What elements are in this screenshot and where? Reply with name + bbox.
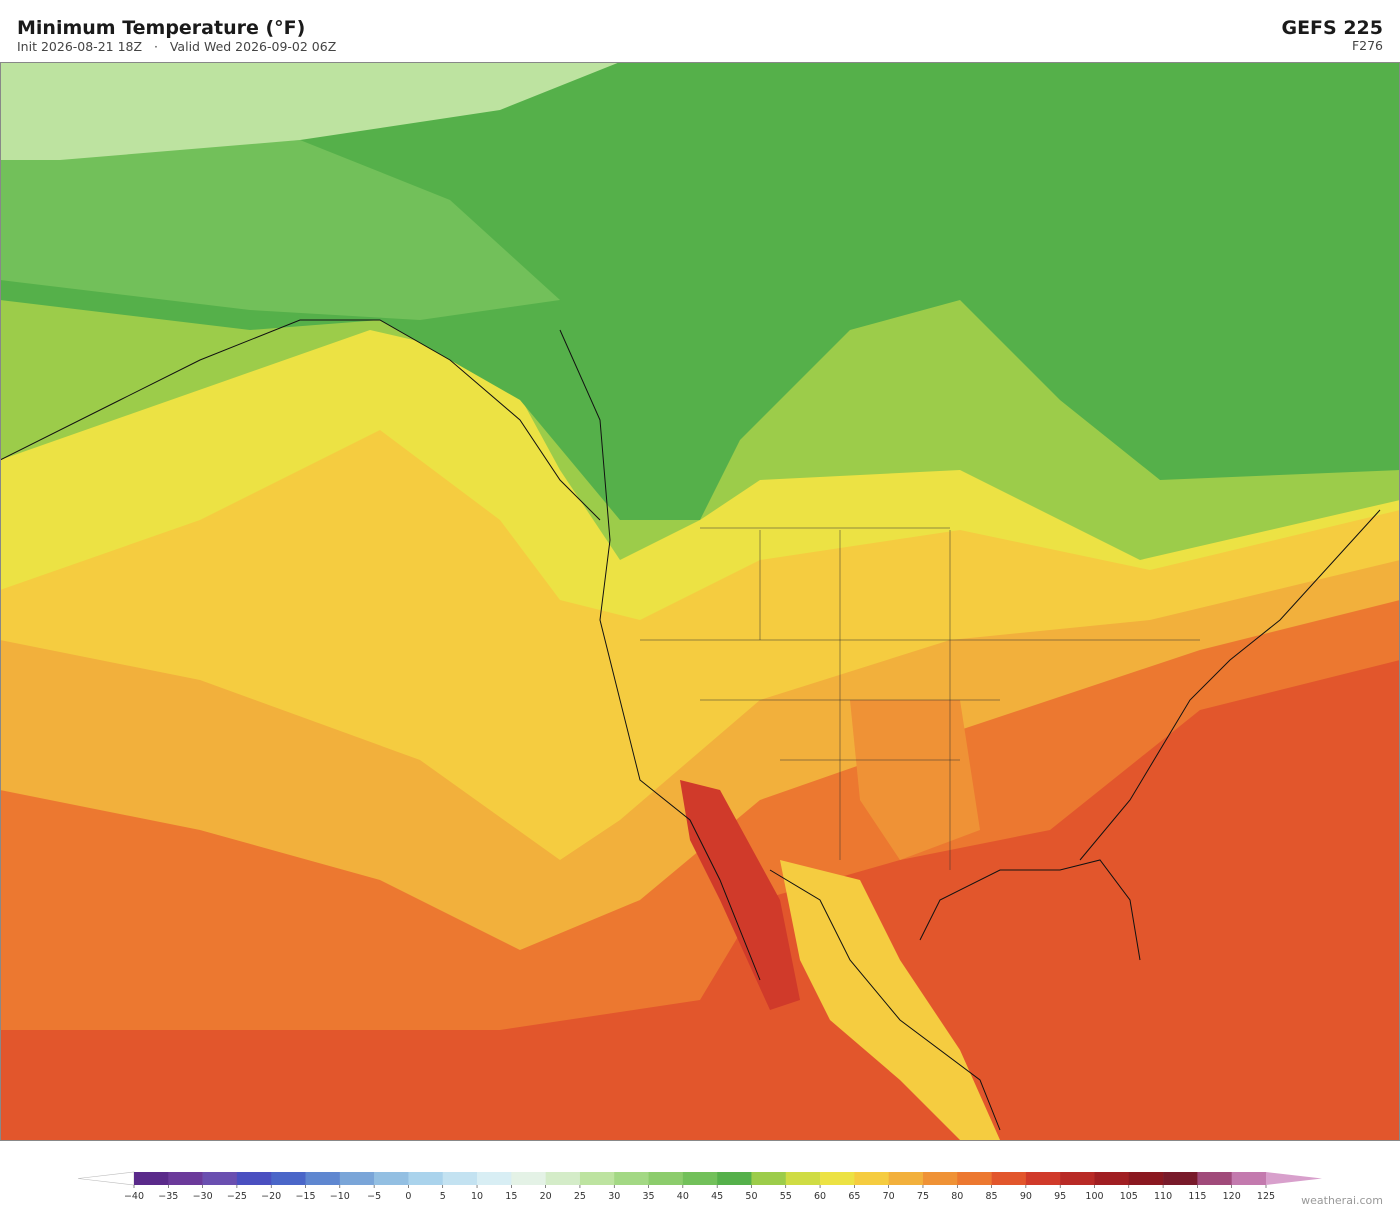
colorbar-tick-label: 70 bbox=[883, 1191, 895, 1202]
colorbar-tick-label: 45 bbox=[711, 1191, 723, 1202]
colorbar-segment bbox=[682, 1172, 718, 1185]
colorbar-segment bbox=[442, 1172, 478, 1185]
colorbar-segment bbox=[785, 1172, 821, 1185]
map-subtitle: Init 2026-08-21 18Z · Valid Wed 2026-09-… bbox=[17, 39, 336, 54]
colorbar-tick-label: 35 bbox=[642, 1191, 654, 1202]
colorbar-segment bbox=[477, 1172, 512, 1185]
map-field bbox=[0, 62, 1400, 1141]
colorbar-tick-label: −10 bbox=[330, 1191, 350, 1202]
colorbar-tick-label: −20 bbox=[261, 1191, 281, 1202]
forecast-hour: F276 bbox=[1352, 38, 1383, 53]
colorbar-tick-label: 100 bbox=[1085, 1191, 1103, 1202]
colorbar-segment bbox=[408, 1172, 444, 1185]
colorbar-segment bbox=[579, 1172, 615, 1185]
colorbar-segment bbox=[1060, 1172, 1095, 1185]
colorbar-over bbox=[1266, 1172, 1322, 1185]
colorbar-segment bbox=[134, 1172, 169, 1185]
map-title: Minimum Temperature (°F) bbox=[17, 17, 305, 39]
colorbar-segment bbox=[717, 1172, 752, 1185]
colorbar-tick-label: 80 bbox=[951, 1191, 963, 1202]
colorbar-tick-label: 95 bbox=[1054, 1191, 1066, 1202]
colorbar-segment bbox=[614, 1172, 649, 1185]
colorbar-segment bbox=[236, 1172, 272, 1185]
colorbar-segment bbox=[648, 1172, 684, 1185]
colorbar-segment bbox=[202, 1172, 238, 1185]
colorbar-segment bbox=[888, 1172, 924, 1185]
colorbar-segment bbox=[545, 1172, 581, 1185]
colorbar-tick-label: 50 bbox=[745, 1191, 757, 1202]
colorbar-segment bbox=[271, 1172, 306, 1185]
colorbar-tick-label: 105 bbox=[1120, 1191, 1138, 1202]
colorbar-tick-label: 0 bbox=[405, 1191, 411, 1202]
colorbar-under bbox=[77, 1171, 135, 1186]
colorbar-segment bbox=[305, 1172, 341, 1185]
colorbar-tick-label: −15 bbox=[295, 1191, 315, 1202]
colorbar-tick-label: 125 bbox=[1257, 1191, 1275, 1202]
colorbar-tick-label: 60 bbox=[814, 1191, 826, 1202]
colorbar-segment bbox=[1025, 1172, 1061, 1185]
colorbar-tick-label: −40 bbox=[124, 1191, 144, 1202]
colorbar-tick-label: −35 bbox=[158, 1191, 178, 1202]
colorbar-tick-label: 90 bbox=[1020, 1191, 1032, 1202]
colorbar: −40 −35 −30 −25 −20 −15 −10 −5 0 5 10 15 20 25 30 35 40 4… bbox=[77, 1171, 1322, 1202]
colorbar-segment bbox=[374, 1172, 409, 1185]
colorbar-tick-label: 30 bbox=[608, 1191, 620, 1202]
colorbar-segment bbox=[1163, 1172, 1198, 1185]
colorbar-segment bbox=[991, 1172, 1027, 1185]
colorbar-tick-label: 55 bbox=[780, 1191, 792, 1202]
colorbar-tick-label: 85 bbox=[986, 1191, 998, 1202]
colorbar-segment bbox=[1128, 1172, 1164, 1185]
credit: weatherai.com bbox=[1301, 1194, 1383, 1207]
colorbar-segment bbox=[1197, 1172, 1232, 1185]
colorbar-tick-label: 5 bbox=[440, 1191, 446, 1202]
colorbar-segment bbox=[854, 1172, 889, 1185]
colorbar-tick-label: 25 bbox=[574, 1191, 586, 1202]
colorbar-tick-label: 40 bbox=[677, 1191, 689, 1202]
colorbar-tick-label: 65 bbox=[848, 1191, 860, 1202]
colorbar-tick-label: 115 bbox=[1188, 1191, 1206, 1202]
colorbar-segment bbox=[511, 1172, 546, 1185]
model-label: GEFS 225 bbox=[1281, 17, 1383, 39]
colorbar-tick-label: −5 bbox=[367, 1191, 381, 1202]
colorbar-segment bbox=[922, 1172, 958, 1185]
colorbar-tick-label: −30 bbox=[193, 1191, 213, 1202]
colorbar-segment bbox=[168, 1172, 203, 1185]
colorbar-tick-label: 15 bbox=[505, 1191, 517, 1202]
colorbar-segment bbox=[1231, 1172, 1267, 1185]
colorbar-tick-label: −25 bbox=[227, 1191, 247, 1202]
colorbar-segment bbox=[1094, 1172, 1130, 1185]
colorbar-segment bbox=[339, 1172, 375, 1185]
colorbar-segment bbox=[751, 1172, 787, 1185]
colorbar-segment bbox=[957, 1172, 992, 1185]
colorbar-tick-label: 75 bbox=[917, 1191, 929, 1202]
colorbar-tick-label: 120 bbox=[1223, 1191, 1241, 1202]
colorbar-tick-label: 20 bbox=[540, 1191, 552, 1202]
colorbar-segment bbox=[820, 1172, 855, 1185]
colorbar-tick-label: 110 bbox=[1154, 1191, 1172, 1202]
colorbar-tick-label: 10 bbox=[471, 1191, 483, 1202]
